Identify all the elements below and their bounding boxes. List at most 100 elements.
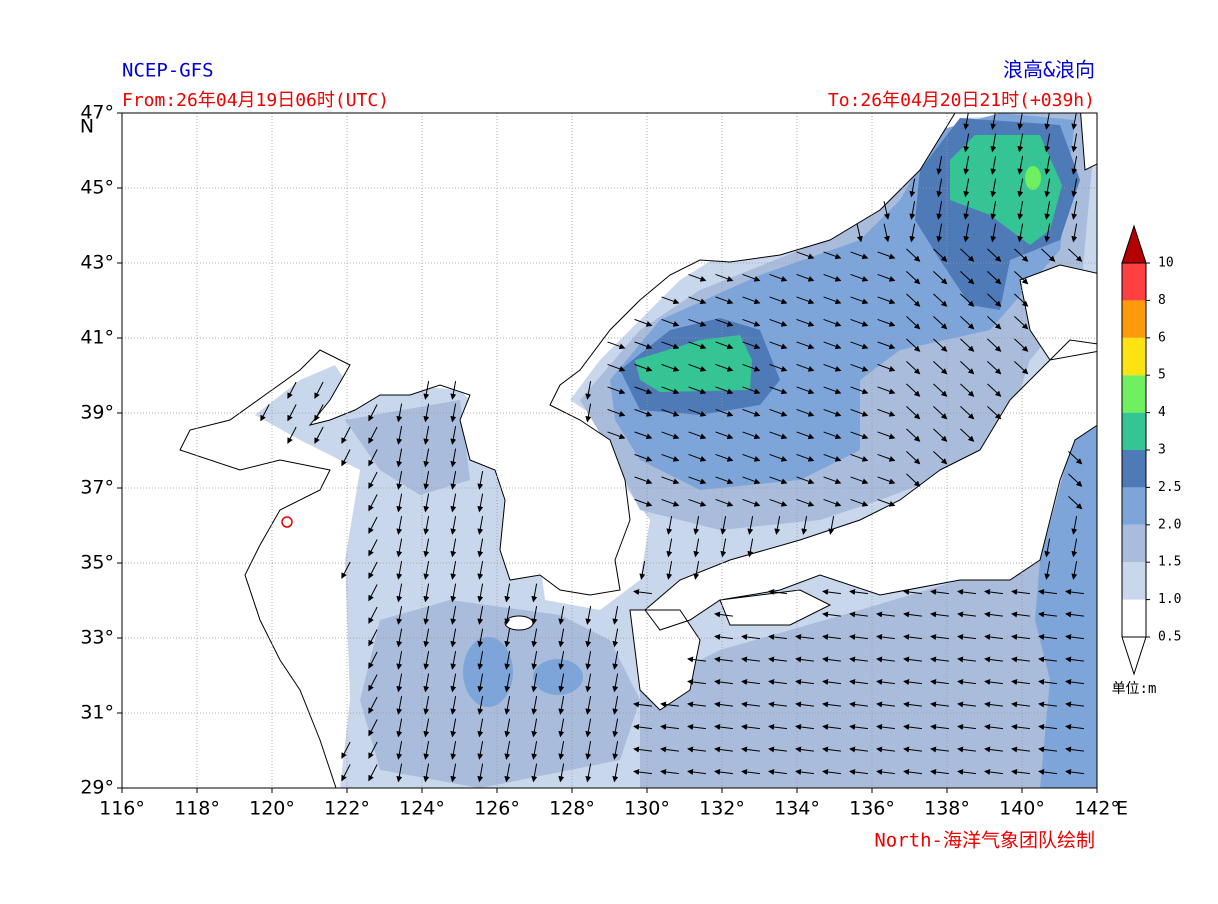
wave-2-2.5 (463, 637, 513, 707)
wave-arrow (741, 634, 760, 640)
wave-arrow (849, 679, 868, 685)
wave-arrow (957, 589, 976, 595)
wave-arrow (585, 741, 592, 760)
wave-arrow (960, 293, 975, 307)
wave-arrow (423, 403, 430, 423)
wave-arrow (850, 251, 869, 260)
wave-arrow (936, 156, 943, 175)
wave-arrow (957, 769, 976, 775)
wave-arrow (876, 701, 895, 708)
wave-arrow (1038, 611, 1057, 618)
wave-arrow (688, 296, 707, 305)
wave-arrow (531, 763, 538, 783)
wave-arrow (1071, 201, 1078, 220)
wave-arrow (634, 341, 653, 350)
wave-arrow (558, 651, 565, 670)
wave-arrow (987, 315, 1002, 330)
wave-arrow (906, 270, 921, 285)
wave-arrow (747, 516, 754, 535)
wave-arrow (558, 763, 565, 783)
wave-arrow (877, 273, 896, 282)
wave-arrow (661, 498, 680, 507)
wave-arrow (504, 651, 511, 670)
wave-arrow (287, 404, 297, 422)
wave-arrow (769, 363, 788, 372)
wave-arrow (822, 769, 841, 775)
wave-arrow (558, 696, 565, 715)
wave-arrow (688, 318, 707, 327)
wave-arrow (936, 201, 943, 220)
wave-arrow (1011, 634, 1030, 640)
wave-arrow (823, 318, 842, 327)
wave-arrow (906, 360, 921, 375)
lat-label: 41° (80, 327, 114, 349)
wave-arrow (477, 471, 484, 490)
wave-arrow (477, 651, 484, 670)
wave-arrow (990, 178, 997, 198)
wave-arrow (795, 679, 814, 685)
wave-arrow (1038, 701, 1057, 708)
wave-arrow (742, 273, 761, 282)
lat-unit: N (80, 116, 94, 138)
wave-arrow (531, 718, 538, 738)
wave-arrow (714, 656, 733, 663)
wave-arrow (396, 628, 403, 648)
wave-arrow (849, 656, 868, 663)
wave-2-2.5 (533, 659, 583, 695)
wave-arrow (741, 769, 760, 775)
wave-arrow (531, 673, 538, 693)
wave-arrow (823, 476, 842, 485)
wave-arrow (687, 769, 706, 775)
wave-arrow (661, 476, 680, 485)
wave-arrow (822, 701, 841, 708)
wave-arrow (990, 113, 997, 130)
wave-arrow (715, 318, 734, 327)
wave-arrow (990, 223, 997, 243)
wave-arrow (984, 769, 1003, 775)
wave-arrow (715, 363, 734, 372)
wave-arrow (1011, 656, 1030, 663)
wave-arrow (396, 718, 403, 738)
wave-arrow (877, 318, 896, 327)
wave-arrow (633, 724, 652, 730)
wave-arrow (1071, 538, 1078, 558)
wave-arrow (906, 473, 921, 487)
wave-arrow (714, 746, 733, 753)
wave-arrow (936, 178, 943, 198)
wave-arrow (1011, 589, 1030, 595)
wave-arrow (957, 611, 976, 618)
wave-arrow (688, 363, 707, 372)
wave-arrow (768, 656, 787, 663)
colorbar-segment (1122, 450, 1146, 488)
wave-arrow (558, 628, 565, 648)
wave-arrow (906, 315, 921, 330)
lat-label: 39° (80, 402, 114, 424)
wave-arrow (768, 724, 787, 730)
wave-arrow (822, 589, 841, 595)
wave-arrow (906, 450, 921, 465)
lon-label: 134° (774, 798, 820, 820)
wave-arrow (423, 741, 430, 760)
wave-arrow (1041, 248, 1056, 262)
plot-area (122, 113, 1097, 788)
wave-arrow (531, 651, 538, 670)
wave-arrow (633, 746, 652, 753)
wave-arrow (661, 296, 680, 305)
wave-arrow (693, 538, 700, 558)
wave-arrow (823, 341, 842, 350)
wave-arrow (396, 583, 403, 603)
wave-arrow (715, 476, 734, 485)
wave-arrow (423, 651, 430, 670)
colorbar-label: 1.0 (1158, 592, 1181, 607)
colorbar-segment (1122, 562, 1146, 600)
wave-arrow (741, 746, 760, 753)
colorbar-label: 1.5 (1158, 555, 1181, 570)
wave-arrow (368, 449, 378, 467)
wave-arrow (877, 341, 896, 350)
wave-arrow (687, 701, 706, 708)
wave-arrow (477, 493, 484, 513)
wave-arrow (823, 363, 842, 372)
wave-arrow (768, 634, 787, 640)
wave-arrow (876, 679, 895, 685)
colorbar-label: 2.5 (1158, 480, 1181, 495)
